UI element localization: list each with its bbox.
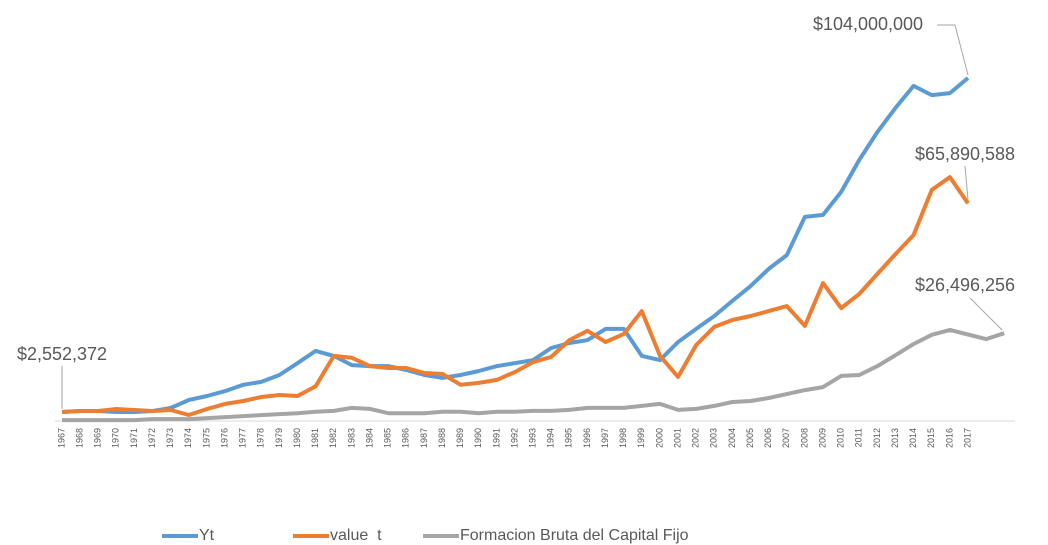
x-tick-label: 2016 — [944, 428, 954, 448]
x-tick-label: 1980 — [292, 428, 302, 448]
x-tick-label: 2006 — [763, 428, 773, 448]
legend-label: Formacion Bruta del Capital Fijo — [460, 527, 689, 544]
x-tick-label: 2001 — [672, 428, 682, 448]
x-tick-label: 1987 — [419, 428, 429, 448]
leader-line — [937, 24, 969, 76]
x-tick-label: 1973 — [165, 428, 175, 448]
x-tick-label: 2011 — [854, 428, 864, 447]
x-tick-label: 1982 — [328, 428, 338, 448]
x-tick-label: 1986 — [401, 428, 411, 448]
x-tick-label: 1974 — [183, 428, 193, 448]
x-tick-label: 2012 — [872, 428, 882, 448]
x-tick-label: 1990 — [473, 428, 483, 448]
x-tick-label: 2002 — [691, 428, 701, 448]
x-tick-label: 1969 — [93, 428, 103, 448]
x-tick-label: 1991 — [491, 428, 501, 448]
x-tick-label: 2009 — [817, 428, 827, 448]
x-tick-label: 1996 — [582, 428, 592, 448]
legend-label: value t — [330, 527, 382, 544]
x-tick-label: 1972 — [147, 428, 157, 448]
x-tick-label: 2003 — [709, 428, 719, 448]
series-line — [61, 76, 970, 414]
leader-line — [964, 165, 969, 200]
x-tick-label: 1994 — [546, 428, 556, 448]
series-line — [61, 175, 970, 417]
x-tick-label: 1992 — [509, 428, 519, 448]
x-tick-label: 1979 — [274, 428, 284, 448]
x-tick-label: 1983 — [346, 428, 356, 448]
x-tick-label: 1997 — [600, 428, 610, 448]
x-tick-label: 1978 — [256, 428, 266, 448]
x-tick-label: 1970 — [111, 428, 121, 448]
x-tick-label: 1977 — [238, 428, 248, 448]
data-label: $65,890,588 — [915, 144, 1015, 164]
x-tick-label: 1968 — [74, 428, 84, 448]
x-tick-label: 1967 — [56, 428, 66, 448]
x-tick-label: 1971 — [129, 428, 139, 448]
x-tick-label: 2000 — [654, 428, 664, 448]
x-tick-label: 2007 — [781, 428, 791, 448]
x-tick-label: 1975 — [201, 428, 211, 448]
x-tick-label: 1988 — [437, 428, 447, 448]
x-tick-label: 1984 — [364, 428, 374, 448]
x-tick-label: 1976 — [219, 428, 229, 448]
leader-line — [969, 297, 1003, 331]
data-label: $104,000,000 — [813, 14, 923, 34]
x-tick-label: 2005 — [745, 428, 755, 448]
x-tick-label: 1998 — [618, 428, 628, 448]
x-tick-label: 1985 — [383, 428, 393, 448]
x-tick-label: 1995 — [564, 428, 574, 448]
x-tick-label: 1981 — [310, 428, 320, 448]
x-tick-label: 2010 — [836, 428, 846, 448]
x-tick-label: 2014 — [908, 428, 918, 448]
x-tick-label: 2008 — [799, 428, 809, 448]
legend-label: Yt — [199, 527, 215, 544]
x-tick-label: 2015 — [926, 428, 936, 448]
data-label: $26,496,256 — [915, 275, 1015, 295]
x-tick-label: 1993 — [527, 428, 537, 448]
series-line — [62, 327, 1005, 423]
x-tick-label: 2004 — [727, 428, 737, 448]
x-tick-label: 1999 — [636, 428, 646, 448]
x-tick-label: 1989 — [455, 428, 465, 448]
data-label: $2,552,372 — [17, 344, 107, 364]
x-tick-label: 2017 — [962, 428, 972, 448]
x-tick-label: 2013 — [890, 428, 900, 448]
